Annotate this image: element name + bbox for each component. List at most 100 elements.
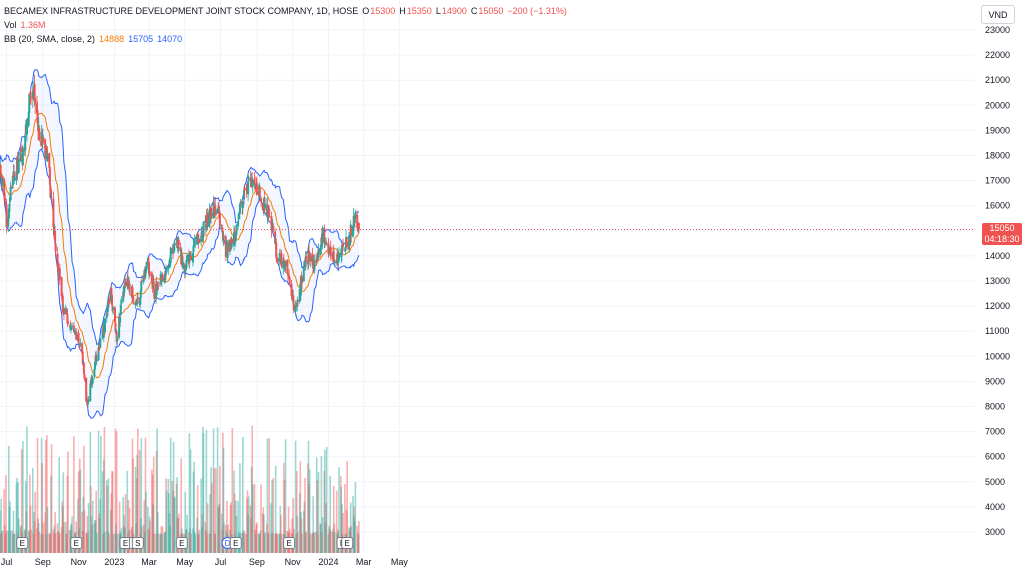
volume-bar — [164, 531, 166, 553]
volume-bar — [145, 491, 147, 553]
time-axis[interactable]: Jul Sep Nov 2023 Mar May Jul Sep Nov 2024 Mar May — [1, 557, 409, 567]
volume-bar — [305, 532, 307, 553]
volume-bar — [93, 523, 96, 553]
candle-body — [108, 298, 111, 304]
legend-row-bb[interactable]: BB (20, SMA, close, 2) 14888 15705 14070 — [4, 32, 567, 46]
volume-bar — [155, 533, 157, 553]
candle-body — [44, 139, 47, 156]
volume-bar — [266, 438, 269, 553]
price-axis[interactable]: 3000 4000 5000 6000 7000 8000 9000 10000 11000 12… — [985, 25, 1010, 537]
volume-bar — [266, 523, 268, 553]
volume-bar — [168, 493, 170, 553]
legend-row-volume[interactable]: Vol 1.36M — [4, 18, 567, 32]
candle-body — [156, 290, 159, 291]
volume-bar — [193, 532, 196, 553]
candle-body — [85, 400, 88, 403]
volume-bar — [42, 533, 44, 553]
candle-body — [132, 297, 135, 302]
volume-bar — [346, 461, 348, 553]
candle-body — [352, 227, 355, 237]
volume-bar — [29, 505, 32, 553]
candle-body — [35, 103, 38, 114]
candle-body — [200, 235, 203, 242]
candle-body — [122, 291, 125, 302]
candle-body — [218, 211, 221, 213]
volume-bar — [254, 529, 256, 553]
volume-bar — [169, 525, 171, 553]
volume-bar — [188, 433, 191, 553]
candle-body — [243, 190, 245, 200]
candle-body — [30, 97, 33, 99]
volume-bar — [3, 489, 5, 553]
candle-body — [317, 249, 320, 259]
volume-bar — [79, 469, 82, 553]
volume-bar — [102, 533, 104, 553]
volume-bar — [8, 506, 11, 553]
candle-body — [145, 266, 147, 273]
candle-body — [184, 265, 187, 274]
volume-bar — [176, 477, 178, 553]
volume-bar — [116, 533, 119, 553]
volume-bar — [251, 425, 253, 553]
y-tick-label: 6000 — [985, 452, 1005, 462]
volume-bar — [189, 449, 192, 553]
volume-bar — [62, 472, 65, 553]
volume-bar — [156, 428, 158, 553]
volume-bar — [178, 513, 180, 553]
volume-bar — [86, 515, 89, 553]
volume-bar — [131, 438, 134, 553]
volume-bar — [26, 426, 28, 553]
volume-bar — [81, 511, 83, 553]
candle-body — [189, 253, 192, 255]
candle-body — [79, 343, 82, 345]
volume-bar — [57, 531, 59, 553]
volume-bar — [303, 511, 305, 553]
candle-body — [268, 208, 271, 218]
volume-bar — [152, 456, 155, 553]
candle-body — [258, 187, 261, 199]
volume-bar — [194, 533, 197, 553]
x-tick-label: 2024 — [318, 557, 338, 567]
event-marker: S — [131, 537, 144, 549]
volume-bar — [91, 525, 93, 553]
candle-body — [82, 362, 85, 374]
candle-body — [292, 295, 295, 303]
volume-bar — [222, 447, 225, 553]
volume-bar — [164, 532, 167, 553]
volume-bar — [110, 493, 113, 553]
volume-bar — [132, 458, 134, 553]
volume-bar — [340, 486, 343, 553]
candle-body — [271, 226, 274, 229]
volume-bar — [283, 462, 285, 553]
candle-body — [147, 261, 150, 263]
volume-bar — [16, 477, 18, 553]
volume-bar — [357, 533, 359, 553]
volume-bar — [226, 501, 228, 553]
volume-bar — [54, 511, 56, 553]
y-tick-label: 20000 — [985, 100, 1010, 110]
candle-body — [357, 230, 360, 232]
open-value: O 15300 — [362, 6, 396, 16]
candle-body — [167, 266, 170, 270]
volume-bar — [30, 529, 32, 553]
candle-body — [221, 230, 224, 241]
candle-body — [299, 276, 302, 296]
candle-body — [235, 225, 238, 236]
volume-bar — [198, 529, 201, 553]
volume-bar — [122, 496, 124, 553]
volume-bar — [20, 449, 23, 553]
volume-bar — [202, 433, 205, 553]
volume-bar — [186, 514, 188, 553]
candle-body — [119, 317, 122, 323]
symbol-title[interactable]: BECAMEX INFRASTRUCTURE DEVELOPMENT JOINT… — [4, 6, 359, 16]
candle-body — [241, 201, 244, 208]
candle-body — [124, 281, 127, 287]
candle-body — [89, 383, 92, 401]
candle-body — [19, 152, 22, 162]
candle-body — [309, 253, 312, 262]
candle-body — [270, 216, 273, 231]
candle-body — [192, 245, 195, 253]
volume-bar — [104, 532, 106, 553]
currency-button[interactable]: VND — [981, 5, 1015, 24]
